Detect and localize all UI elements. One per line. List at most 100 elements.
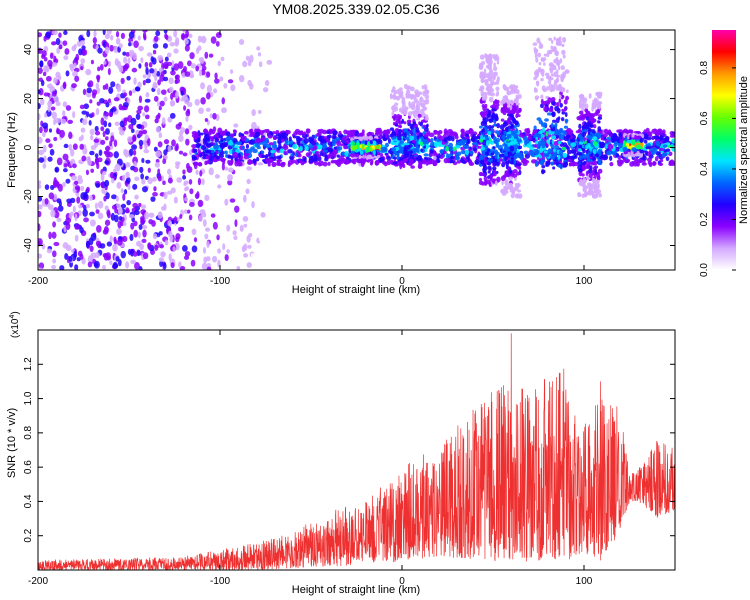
spectrogram-cell — [658, 162, 664, 166]
spectrogram-burst-cell — [542, 88, 547, 93]
spectrogram-cell — [175, 163, 180, 170]
spectrogram-cell — [246, 235, 251, 243]
spectrogram-burst-cell — [639, 137, 643, 143]
snr-y-tick-label: 0.4 — [23, 494, 34, 508]
spectrogram-cell — [81, 45, 86, 50]
spectrogram-cell — [238, 39, 245, 46]
spectrogram-burst-cell — [582, 147, 586, 154]
spectrogram-cell — [251, 201, 255, 209]
spectrogram-cell — [341, 151, 345, 156]
spectrogram-burst-cell — [410, 86, 415, 92]
spectrogram-cell — [105, 128, 110, 135]
spectrogram-cell — [115, 37, 121, 45]
spectrogram-cell — [429, 149, 434, 154]
spectrogram-cell — [227, 79, 234, 84]
spectrogram-cell — [104, 145, 111, 151]
spectrogram-cell — [90, 168, 95, 173]
spectrogram-cell — [154, 244, 159, 251]
spectrogram-cell — [607, 143, 614, 150]
spectrogram-cell — [245, 143, 250, 149]
spectrogram-burst-cell — [513, 159, 517, 165]
spectrogram-cell — [162, 180, 166, 186]
spectrogram-burst-cell — [517, 193, 523, 199]
spectrogram-cell — [222, 243, 226, 251]
spectrogram-burst-cell — [540, 77, 544, 82]
spectrogram-cell — [255, 137, 262, 144]
spectrogram-cell — [291, 159, 296, 164]
spectrogram-burst-cell — [502, 95, 507, 101]
spectrogram-cell — [258, 235, 263, 243]
spectrogram-cell — [168, 86, 174, 93]
spectrogram-burst-cell — [561, 49, 566, 55]
spectrogram-burst-cell — [534, 69, 540, 74]
spectrogram-cell — [262, 87, 269, 93]
spectrogram-cell — [234, 205, 240, 213]
spectrogram-burst-cell — [405, 94, 411, 99]
spectrogram-cell — [50, 106, 56, 111]
spectrogram-cell — [180, 33, 184, 40]
spectrogram-burst-cell — [539, 68, 544, 73]
spectrogram-burst-cell — [394, 150, 397, 157]
spectrogram-cell — [423, 153, 429, 157]
spectrogram-burst-cell — [393, 136, 397, 140]
spectrogram-burst-cell — [546, 86, 550, 91]
spectrogram-burst-cell — [492, 66, 498, 72]
spectrogram-cell — [109, 44, 114, 52]
spectrogram-cell — [105, 136, 109, 141]
spectrogram-cell — [665, 136, 670, 141]
spectrogram-cell — [229, 159, 234, 166]
spectrogram-cell — [102, 30, 106, 36]
spectrogram-burst-cell — [541, 168, 545, 175]
spectrogram-cell — [153, 95, 159, 102]
spectrogram-burst-cell — [502, 109, 507, 116]
spectrogram-cell — [565, 134, 571, 139]
spectrogram-burst-cell — [359, 150, 364, 155]
spectrogram-burst-cell — [358, 154, 362, 159]
spectrogram-cell — [155, 150, 161, 158]
spectrogram-cell — [345, 159, 349, 165]
spectrogram-cell — [531, 159, 537, 164]
spectrogram-burst-cell — [426, 123, 429, 128]
spectrogram-burst-cell — [548, 84, 554, 89]
spectrogram-cell — [39, 60, 44, 68]
spectrogram-cell — [182, 169, 186, 175]
spectrogram-burst-cell — [550, 39, 554, 44]
spectrogram-cell — [42, 71, 47, 77]
spectrogram-cell — [167, 220, 173, 227]
spectrogram-cell — [241, 136, 246, 142]
spectrogram-cell — [250, 146, 255, 150]
spectrogram-cell — [322, 161, 328, 167]
spectrogram-burst-cell — [541, 165, 546, 169]
spectrogram-burst-cell — [563, 99, 568, 105]
spectrogram-burst-cell — [417, 91, 423, 96]
spectrogram-burst-cell — [376, 154, 381, 158]
spectrogram-burst-cell — [551, 122, 554, 128]
spectrogram-burst-cell — [543, 62, 546, 66]
spectrogram-burst-cell — [481, 112, 486, 119]
spectrogram-cell — [115, 195, 119, 202]
spectrogram-cell — [110, 81, 116, 88]
spectrogram-cell — [379, 156, 385, 162]
spectrogram-cell — [118, 43, 123, 49]
spectrogram-cell — [205, 227, 211, 232]
spectrogram-cell — [134, 176, 140, 182]
spectrogram-cell — [339, 159, 344, 165]
spectrogram-cell — [282, 162, 286, 166]
spectrogram-burst-cell — [416, 117, 421, 121]
spectrogram-cell — [60, 118, 67, 125]
spectrogram-cell — [379, 147, 386, 153]
spectrogram-burst-cell — [509, 186, 514, 193]
spectrogram-cell — [136, 109, 142, 115]
spectrogram-cell — [214, 174, 220, 179]
spectrogram-burst-cell — [554, 50, 558, 56]
spectrogram-cell — [271, 161, 277, 168]
spectrogram-cell — [87, 261, 93, 268]
snr-scale-exponent: 4 — [9, 315, 16, 319]
colorbar-tick-label: 0.0 — [699, 263, 710, 277]
spectrogram-cell — [151, 220, 156, 227]
spectrogram-cell — [320, 140, 327, 144]
spectrogram-cell — [317, 136, 323, 142]
spectrogram-burst-cell — [484, 53, 488, 58]
spectrogram-cell — [179, 130, 184, 137]
spectrogram-cell — [272, 136, 277, 141]
